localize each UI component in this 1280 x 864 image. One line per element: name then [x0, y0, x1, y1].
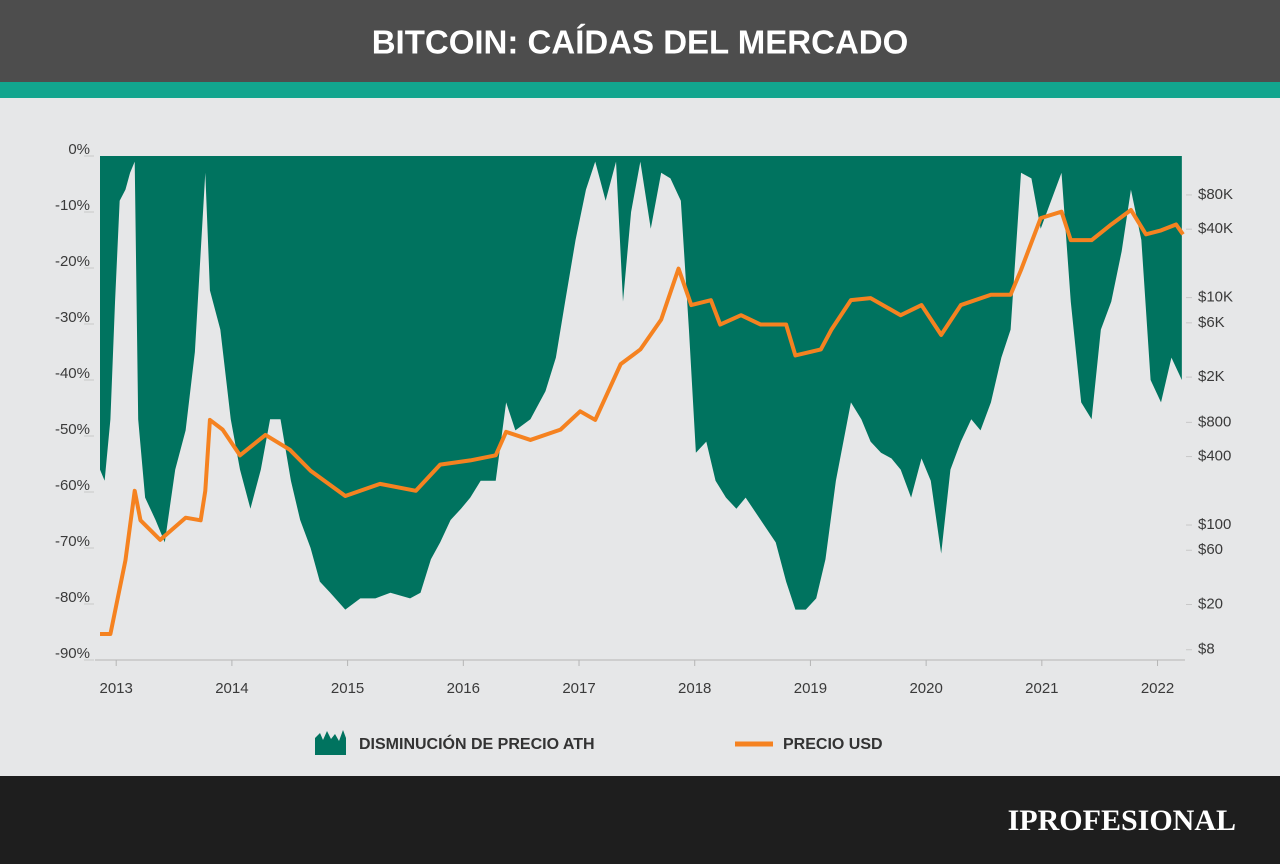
- legend-label: DISMINUCIÓN DE PRECIO ATH: [359, 734, 595, 753]
- y2-tick-label: $6K: [1198, 314, 1225, 331]
- chart-title: BITCOIN: CAÍDAS DEL MERCADO: [372, 24, 909, 61]
- y-tick-label: -10%: [55, 197, 90, 214]
- x-tick-label: 2020: [909, 680, 942, 697]
- y-tick-label: -50%: [55, 421, 90, 438]
- y-tick-label: -30%: [55, 309, 90, 326]
- y2-tick-label: $800: [1198, 413, 1231, 430]
- y2-tick-label: $100: [1198, 516, 1231, 533]
- x-tick-label: 2016: [447, 680, 480, 697]
- y2-tick-label: $60: [1198, 541, 1223, 558]
- y2-tick-label: $8: [1198, 641, 1215, 658]
- x-tick-label: 2013: [100, 680, 133, 697]
- x-tick-label: 2014: [215, 680, 248, 697]
- y2-tick-label: $20: [1198, 595, 1223, 612]
- header-stripe: [0, 82, 1280, 98]
- x-tick-label: 2017: [562, 680, 595, 697]
- y2-tick-label: $2K: [1198, 368, 1225, 385]
- legend-label: PRECIO USD: [783, 736, 883, 753]
- x-tick-label: 2019: [794, 680, 827, 697]
- y2-tick-label: $40K: [1198, 220, 1233, 237]
- x-tick-label: 2021: [1025, 680, 1058, 697]
- header-band: [0, 0, 1280, 82]
- x-tick-label: 2022: [1141, 680, 1174, 697]
- drawdown-area: [100, 156, 1182, 610]
- legend-swatch: [315, 730, 346, 755]
- y2-tick-label: $80K: [1198, 186, 1233, 203]
- y-tick-label: -80%: [55, 589, 90, 606]
- x-tick-label: 2015: [331, 680, 364, 697]
- y-tick-label: -60%: [55, 477, 90, 494]
- y-tick-label: -40%: [55, 365, 90, 382]
- footer-band: [0, 776, 1280, 864]
- y-tick-label: -90%: [55, 645, 90, 662]
- x-tick-label: 2018: [678, 680, 711, 697]
- y-tick-label: 0%: [68, 141, 90, 158]
- price-line: [100, 207, 1185, 637]
- brand: IPROFESIONAL: [1008, 804, 1236, 837]
- y-tick-label: -20%: [55, 253, 90, 270]
- y2-tick-label: $400: [1198, 448, 1231, 465]
- y-tick-label: -70%: [55, 533, 90, 550]
- y2-tick-label: $10K: [1198, 289, 1233, 306]
